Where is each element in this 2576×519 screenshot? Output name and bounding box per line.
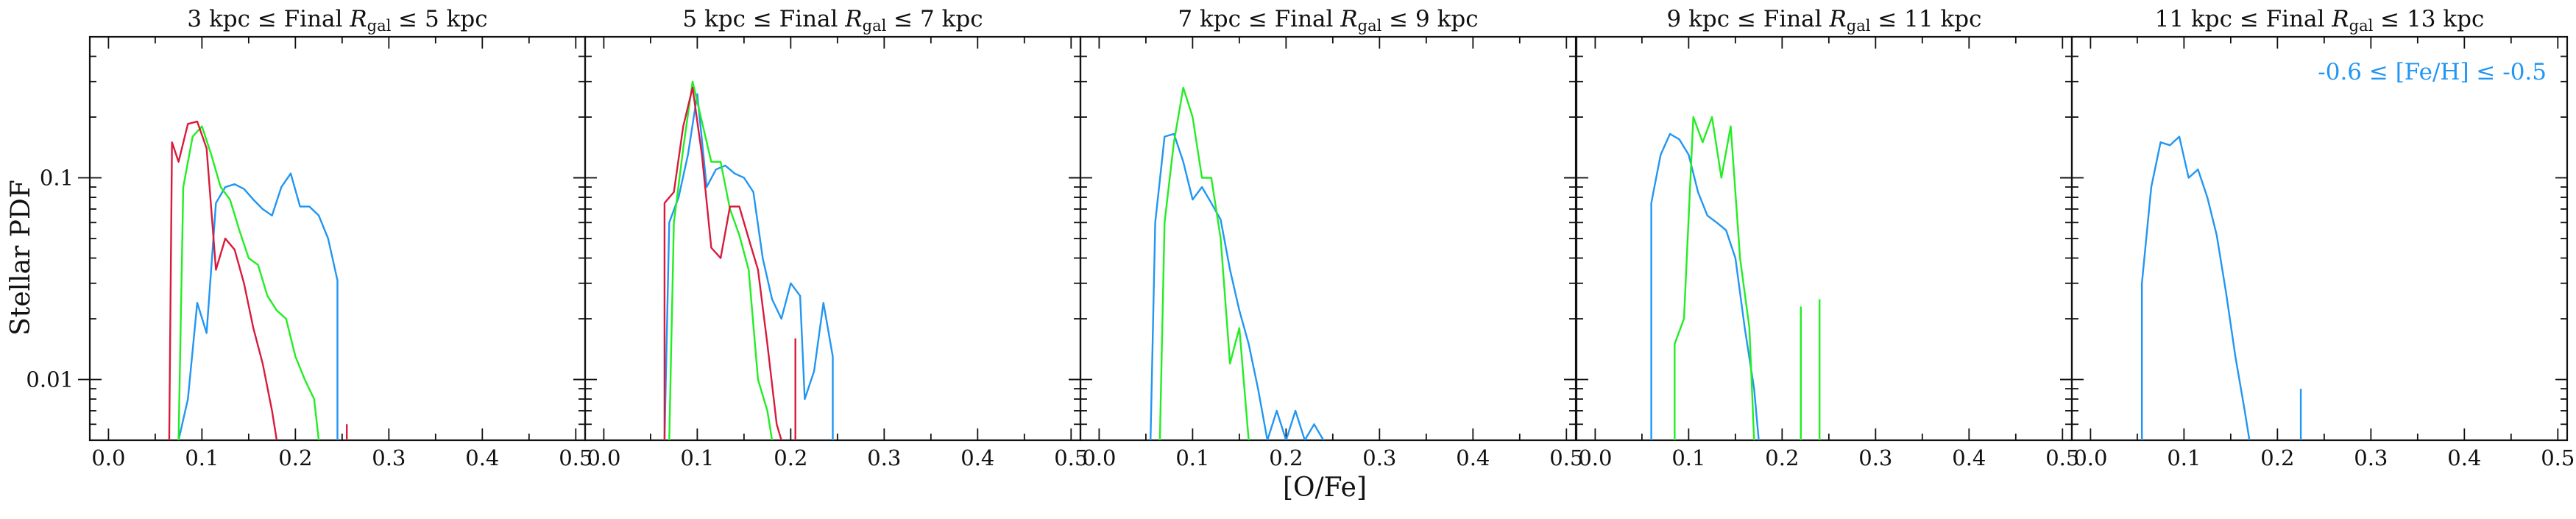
series-line-2 bbox=[1674, 116, 1755, 440]
x-tick-label: 0.4 bbox=[1952, 445, 1986, 470]
x-tick-label: 0.4 bbox=[2447, 445, 2481, 470]
panel-1: 3 kpc ≤ Final Rgal ≤ 5 kpc 0.0 0.1 0.2 0.3 0.… bbox=[26, 6, 592, 470]
x-tick-label: 0.2 bbox=[774, 445, 807, 470]
x-tick-label: 0.3 bbox=[2354, 445, 2388, 470]
x-tick-label: 0.1 bbox=[2167, 445, 2201, 470]
x-tick-label: 0.1 bbox=[680, 445, 714, 470]
x-tick-label: 0.2 bbox=[2260, 445, 2294, 470]
series-line-1 bbox=[177, 172, 339, 440]
x-tick-label: 0.5 bbox=[2541, 445, 2575, 470]
x-tick-label: 0.0 bbox=[587, 445, 620, 470]
x-tick-label: 0.0 bbox=[91, 445, 125, 470]
x-tick-label: 0.4 bbox=[1456, 445, 1490, 470]
x-tick-label: 0.0 bbox=[1578, 445, 1612, 470]
series-line-1 bbox=[663, 93, 834, 440]
series-group bbox=[1650, 116, 1821, 440]
y-axis-label: Stellar PDF bbox=[6, 180, 36, 336]
x-tick-label: 0.3 bbox=[1858, 445, 1892, 470]
x-tick-label: 0.2 bbox=[278, 445, 312, 470]
series-line-1 bbox=[1150, 133, 1325, 440]
x-tick-label: 0.3 bbox=[372, 445, 406, 470]
panel-3: 7 kpc ≤ Final Rgal ≤ 9 kpc 0.0 0.1 0.2 0.3 0.… bbox=[1069, 6, 1583, 470]
x-tick-label: 0.2 bbox=[1765, 445, 1799, 470]
x-tick-label: 0.1 bbox=[185, 445, 219, 470]
series-group bbox=[168, 120, 348, 440]
x-tick-label: 0.4 bbox=[465, 445, 499, 470]
panel-title: 9 kpc ≤ Final Rgal ≤ 11 kpc bbox=[1667, 6, 1982, 35]
x-tick-label: 0.0 bbox=[2073, 445, 2107, 470]
x-tick-label: 0.3 bbox=[867, 445, 901, 470]
series-line-2 bbox=[1158, 86, 1250, 440]
panel-2: 5 kpc ≤ Final Rgal ≤ 7 kpc 0.0 0.1 0.2 0.3 0.… bbox=[573, 6, 1088, 470]
x-tick-label: 0.3 bbox=[1362, 445, 1396, 470]
panel-title: 7 kpc ≤ Final Rgal ≤ 9 kpc bbox=[1178, 6, 1478, 35]
series-group bbox=[1150, 86, 1325, 440]
x-tick-label: 0.1 bbox=[1175, 445, 1209, 470]
series-group bbox=[2140, 135, 2302, 440]
series-line-2 bbox=[177, 125, 320, 440]
panel-5: 11 kpc ≤ Final Rgal ≤ 13 kpc 0.0 0.1 0.2 0.3… bbox=[2060, 6, 2575, 470]
series-line-2 bbox=[668, 80, 774, 440]
y-tick-label: 0.01 bbox=[26, 367, 74, 392]
y-tick-label: 0.1 bbox=[40, 166, 74, 191]
x-tick-label: 0.4 bbox=[960, 445, 994, 470]
x-tick-label: 0.0 bbox=[1082, 445, 1116, 470]
x-tick-label: 0.5 bbox=[2045, 445, 2079, 470]
panel-title: 5 kpc ≤ Final Rgal ≤ 7 kpc bbox=[682, 6, 983, 35]
series-line-1 bbox=[1650, 133, 1760, 440]
series-line-3 bbox=[168, 120, 278, 440]
legend-entry: -0.6 ≤ [Fe/H] ≤ -0.5 bbox=[2318, 59, 2547, 85]
panel-4: 9 kpc ≤ Final Rgal ≤ 11 kpc 0.0 0.1 0.2 0.3 0… bbox=[1565, 6, 2079, 470]
panels-layer: 3 kpc ≤ Final Rgal ≤ 5 kpc 0.0 0.1 0.2 0.3 0.… bbox=[26, 6, 2575, 470]
series-line-1 bbox=[2140, 135, 2251, 440]
x-tick-label: 0.5 bbox=[1549, 445, 1583, 470]
x-tick-label: 0.5 bbox=[1054, 445, 1088, 470]
panel-title: 3 kpc ≤ Final Rgal ≤ 5 kpc bbox=[187, 6, 487, 35]
x-tick-label: 0.1 bbox=[1671, 445, 1705, 470]
x-tick-label: 0.5 bbox=[559, 445, 592, 470]
x-tick-label: 0.2 bbox=[1269, 445, 1303, 470]
x-axis-label: [O/Fe] bbox=[1283, 473, 1367, 503]
series-group bbox=[663, 80, 834, 440]
series-line-3 bbox=[663, 86, 782, 440]
panel-title: 11 kpc ≤ Final Rgal ≤ 13 kpc bbox=[2155, 6, 2485, 35]
